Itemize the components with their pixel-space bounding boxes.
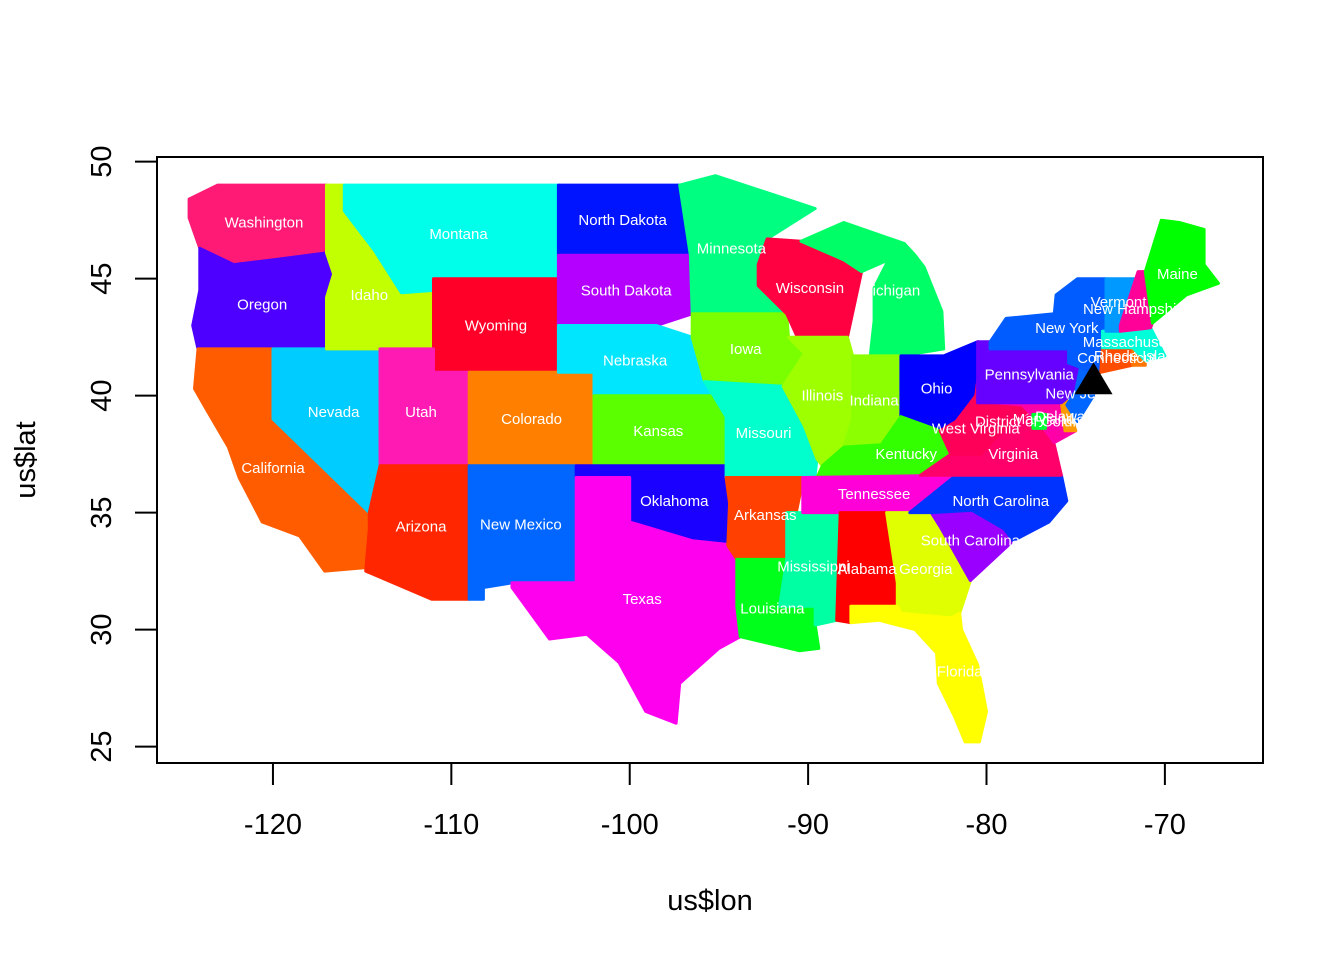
state-label-delaware: Delaware bbox=[1035, 409, 1098, 426]
state-label-wisconsin: Wisconsin bbox=[776, 280, 844, 297]
x-axis: -120 -110 -100 -90 -80 -70 bbox=[244, 762, 1186, 841]
y-axis-title: us$lat bbox=[10, 421, 42, 498]
state-label-south-carolina: South Carolina bbox=[921, 533, 1021, 550]
state-label-ohio: Ohio bbox=[921, 381, 953, 398]
state-label-louisiana: Louisiana bbox=[740, 601, 805, 618]
y-tick-label: 45 bbox=[86, 263, 118, 295]
x-tick-label: -80 bbox=[966, 809, 1008, 841]
state-label-kansas: Kansas bbox=[633, 423, 683, 440]
state-label-pennsylvania: Pennsylvania bbox=[985, 367, 1075, 384]
y-axis: 25 30 35 40 45 50 bbox=[86, 146, 158, 763]
y-tick-label: 30 bbox=[86, 614, 118, 646]
state-label-missouri: Missouri bbox=[736, 425, 792, 442]
state-label-rhode-island: Rhode Island bbox=[1094, 348, 1182, 365]
state-district-of-columbia bbox=[1031, 412, 1047, 430]
marker-layer bbox=[1074, 362, 1113, 395]
state-label-tennessee: Tennessee bbox=[838, 486, 911, 503]
x-tick-label: -110 bbox=[423, 809, 479, 841]
y-tick-label: 25 bbox=[86, 730, 118, 762]
state-label-michigan: Michigan bbox=[860, 282, 920, 299]
state-label-vermont: Vermont bbox=[1091, 294, 1148, 311]
x-tick-label: -90 bbox=[787, 809, 829, 841]
state-label-new-york: New York bbox=[1035, 320, 1099, 337]
state-label-wyoming: Wyoming bbox=[465, 318, 527, 335]
state-label-washington: Washington bbox=[225, 215, 304, 232]
state-label-north-dakota: North Dakota bbox=[578, 212, 667, 229]
state-label-west-virginia: West Virginia bbox=[932, 420, 1020, 437]
state-label-illinois: Illinois bbox=[802, 388, 844, 405]
states-layer bbox=[187, 174, 1220, 744]
state-label-north-carolina: North Carolina bbox=[952, 493, 1049, 510]
y-tick-label: 35 bbox=[86, 497, 118, 529]
x-tick-label: -120 bbox=[244, 809, 302, 841]
state-label-montana: Montana bbox=[429, 226, 488, 243]
state-label-south-dakota: South Dakota bbox=[581, 282, 673, 299]
state-label-new-hampshire: New Hampshire bbox=[1083, 301, 1190, 318]
state-label-district-of-columbia: District of Columbia bbox=[975, 413, 1106, 430]
state-label-oklahoma: Oklahoma bbox=[640, 493, 709, 510]
x-tick-label: -100 bbox=[601, 809, 659, 841]
state-label-colorado: Colorado bbox=[501, 411, 562, 428]
state-label-iowa: Iowa bbox=[730, 341, 762, 358]
state-label-arizona: Arizona bbox=[396, 519, 448, 536]
x-tick-label: -70 bbox=[1144, 809, 1186, 841]
y-tick-label: 40 bbox=[86, 380, 118, 412]
state-label-georgia: Georgia bbox=[899, 561, 953, 578]
state-label-florida: Florida bbox=[937, 664, 984, 681]
state-label-maryland: Maryland bbox=[1013, 411, 1075, 428]
state-label-utah: Utah bbox=[405, 404, 437, 421]
state-label-mississippi: Mississippi bbox=[777, 559, 850, 576]
state-label-nevada: Nevada bbox=[308, 404, 360, 421]
state-label-california: California bbox=[241, 460, 305, 477]
state-label-massachusetts: Massachusetts bbox=[1083, 334, 1183, 351]
location-marker-triangle bbox=[1074, 362, 1113, 395]
state-illinois bbox=[781, 335, 855, 468]
y-tick-label: 50 bbox=[86, 146, 118, 178]
state-label-connecticut: Connecticut bbox=[1077, 350, 1157, 367]
state-label-kentucky: Kentucky bbox=[875, 446, 937, 463]
state-labels-layer: Washington Oregon California Nevada Idaho Mon… bbox=[225, 212, 1198, 681]
state-label-idaho: Idaho bbox=[351, 287, 389, 304]
state-label-maine: Maine bbox=[1157, 266, 1198, 283]
state-texas bbox=[510, 476, 742, 725]
state-south-dakota bbox=[556, 253, 694, 327]
state-label-minnesota: Minnesota bbox=[697, 240, 767, 257]
state-florida bbox=[849, 604, 988, 744]
state-label-new-mexico: New Mexico bbox=[480, 516, 562, 533]
state-label-arkansas: Arkansas bbox=[734, 507, 797, 524]
state-label-indiana: Indiana bbox=[849, 392, 899, 409]
x-axis-title: us$lon bbox=[667, 885, 752, 917]
state-label-alabama: Alabama bbox=[837, 561, 897, 578]
state-label-texas: Texas bbox=[623, 591, 662, 608]
state-maine bbox=[1143, 218, 1220, 325]
state-label-virginia: Virginia bbox=[988, 446, 1038, 463]
state-label-oregon: Oregon bbox=[237, 296, 287, 313]
state-label-nebraska: Nebraska bbox=[603, 353, 668, 370]
